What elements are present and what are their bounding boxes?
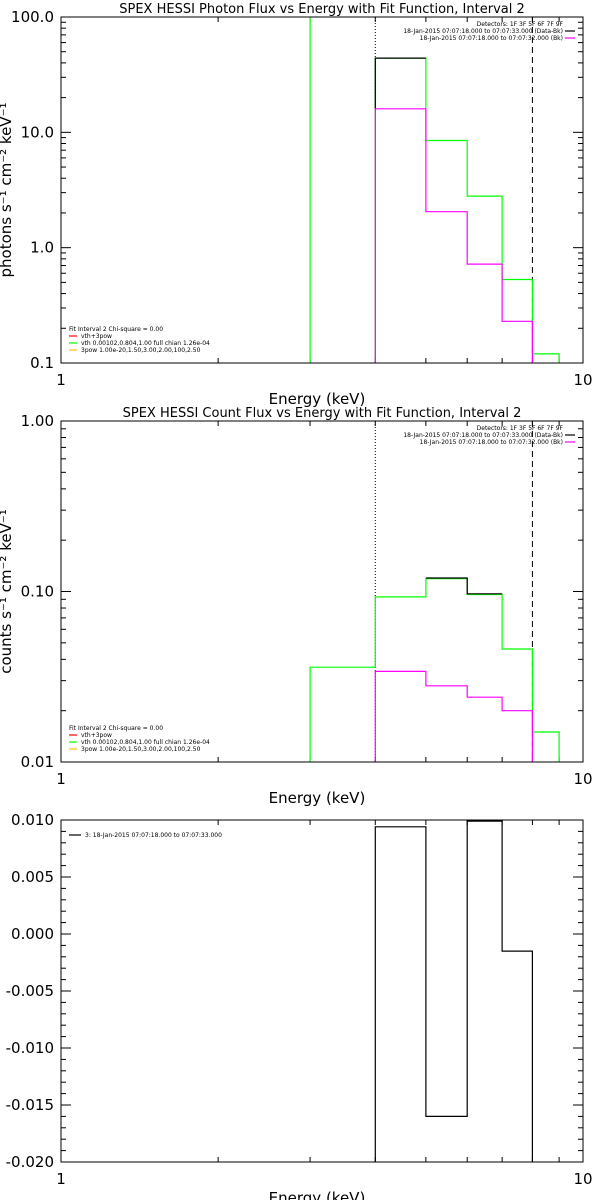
y-tick-label: -0.020 [6,1153,54,1171]
fit-legend-entry: 3pow 1.00e-20,1.50,3.00,2.00,100,2.50 [81,347,201,354]
chart-panel-3: 1 10 0.010 0.005 0.000 -0.005 -0.010 -0.015 -0.0… [6,811,593,1200]
y-tick-label: 100.0 [11,8,54,26]
plot-frame [60,819,584,1163]
x-tick-label: 10 [573,1170,592,1188]
series-line-3 [374,670,534,762]
y-axis-label: photons s⁻¹ cm⁻² keV⁻¹ [0,103,15,278]
x-axis-label: Energy (keV) [269,789,366,807]
legend-header: Detectors: 1F 3F 5F 6F 7F 9F [477,21,564,28]
fit-legend-header: Fit Interval 2 Chi-square = 0.00 [69,326,163,333]
x-tick-label: 1 [56,770,66,788]
chart-panel-2: SPEX HESSI Count Flux vs Energy with Fit… [0,406,593,807]
series-line-3 [374,57,426,109]
x-axis-label: Energy (keV) [269,390,366,408]
y-tick-label: -0.015 [6,1096,54,1114]
legend-entry: 18-Jan-2015 07:07:18.000 to 07:07:32.000… [420,439,563,446]
y-tick-label: 0.010 [11,811,54,829]
legend-entry: 18-Jan-2015 07:07:18.000 to 07:07:32.000… [420,35,563,42]
series-line-1 [309,577,560,762]
y-tick-label: -0.010 [6,1039,54,1057]
x-tick-label: 1 [56,1170,66,1188]
fit-legend-entry: vth+3pow [81,333,112,340]
series-line-2 [425,577,503,595]
chart-title: SPEX HESSI Photon Flux vs Energy with Fi… [119,2,525,17]
x-axis-label: Energy (keV) [269,1189,366,1200]
legend-entry: 3: 18-Jan-2015 07:07:18.000 to 07:07:33.… [85,832,222,839]
y-tick-label: 1.0 [30,239,54,257]
chart-panel-1: SPEX HESSI Photon Flux vs Energy with Fi… [0,2,593,408]
fit-legend-entry: vth 0.00102,0.804,1.00 full chian 1.26e-… [81,739,210,746]
fit-legend-entry: 3pow 1.00e-20,1.50,3.00,2.00,100,2.50 [81,746,201,753]
series-line-2 [374,57,560,363]
x-tick-label: 10 [573,770,592,788]
legend-header: Detectors: 1F 3F 5F 6F 7F 9F [477,425,564,432]
y-tick-label: 0.000 [11,925,54,943]
y-tick-label: 0.005 [11,868,54,886]
y-tick-label: 0.01 [21,753,54,771]
fit-legend-header: Fit Interval 2 Chi-square = 0.00 [69,725,163,732]
y-tick-label: 0.10 [21,583,54,601]
y-tick-label: 10.0 [21,123,54,141]
plot-frame [60,420,584,763]
x-tick-label: 1 [56,371,66,389]
y-tick-label: -0.005 [6,982,54,1000]
chart-title: SPEX HESSI Count Flux vs Energy with Fit… [123,406,522,421]
legend-entry: 18-Jan-2015 07:07:18.000 to 07:07:33.000… [403,432,563,439]
series-line-4 [374,108,534,363]
fit-legend-entry: vth 0.00102,0.804,1.00 full chian 1.26e-… [81,340,210,347]
fit-legend-entry: vth+3pow [81,732,112,739]
y-tick-label: 1.00 [21,412,54,430]
plot-frame [60,16,584,364]
x-tick-label: 10 [573,371,592,389]
y-tick-label: 0.1 [30,354,54,372]
legend-entry: 18-Jan-2015 07:07:18.000 to 07:07:33.000… [403,28,563,35]
series-line-1 [374,820,534,1162]
y-axis-label: counts s⁻¹ cm⁻² keV⁻¹ [0,509,15,674]
